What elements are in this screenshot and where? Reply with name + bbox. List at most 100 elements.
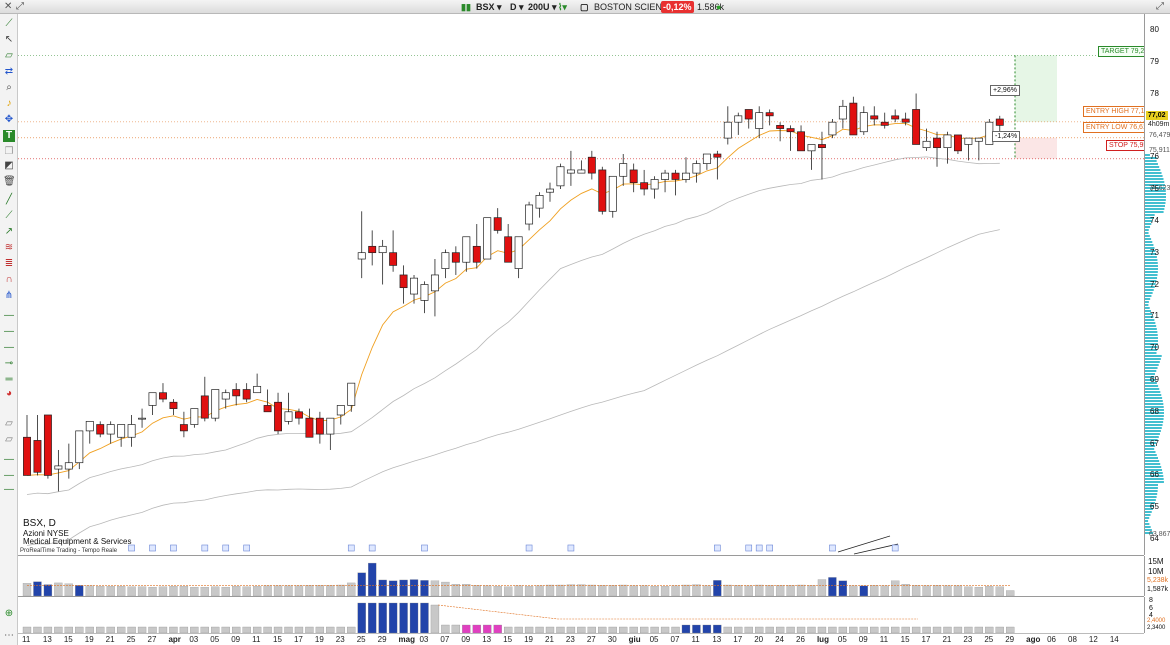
- hline2-icon[interactable]: —: [4, 326, 14, 337]
- ray-icon[interactable]: ⊸: [4, 358, 14, 369]
- volume-bar: [357, 572, 366, 596]
- price-axis[interactable]: 8079787776757473727170696867666564: [1144, 14, 1170, 555]
- panel-divider[interactable]: [18, 555, 1144, 556]
- indicator-bar: [974, 626, 984, 633]
- candle: [713, 153, 722, 158]
- line-tool-icon[interactable]: ╱: [5, 194, 13, 205]
- profile-bar: [1145, 244, 1154, 246]
- event-marker: [222, 544, 230, 552]
- hline4-icon[interactable]: —: [4, 454, 14, 465]
- pitchfork-icon[interactable]: ⋔: [4, 290, 14, 301]
- candle: [608, 175, 617, 212]
- pointer-icon[interactable]: ↖: [4, 34, 14, 45]
- fullscreen-icon[interactable]: ⤢: [1156, 1, 1164, 12]
- expand-icon[interactable]: ⤢: [16, 1, 24, 12]
- profile-bar: [1145, 406, 1164, 408]
- chart-style-icon[interactable]: ⌇▾: [558, 2, 567, 12]
- move-icon[interactable]: ✥: [4, 114, 14, 125]
- volume-bar: [577, 584, 586, 596]
- time-tick: 26: [796, 635, 805, 644]
- entry-low-tag[interactable]: ENTRY LOW 76,61: [1083, 122, 1150, 133]
- trend-line: [837, 535, 891, 553]
- candle: [211, 389, 220, 419]
- time-tick: 11: [691, 635, 700, 644]
- trend-tool-icon[interactable]: ⟋: [5, 18, 13, 29]
- chart-type-icon[interactable]: ▮▮: [461, 2, 471, 12]
- hline-icon[interactable]: —: [4, 310, 14, 321]
- text-tool-icon[interactable]: T: [3, 130, 15, 142]
- ruler3-icon[interactable]: ▱: [5, 434, 13, 445]
- candle: [755, 112, 764, 129]
- close-icon[interactable]: ✕: [4, 1, 13, 12]
- indicator-bar: [524, 626, 534, 633]
- indicator-bar: [901, 626, 910, 633]
- profile-bar: [1145, 223, 1152, 225]
- panel-divider[interactable]: [18, 596, 1144, 597]
- profile-bar: [1145, 439, 1158, 441]
- candle: [901, 118, 910, 123]
- price-tick: 69: [1150, 374, 1159, 384]
- symbol-field[interactable]: BSX ▾: [476, 2, 502, 12]
- ruler-icon[interactable]: ▱: [5, 50, 13, 61]
- candle: [138, 417, 147, 420]
- profile-bar: [1145, 208, 1165, 210]
- volume-bar: [85, 585, 94, 596]
- volume-axis[interactable]: 15M 10M 5,238k 1,587k: [1144, 556, 1170, 596]
- candle: [410, 277, 418, 295]
- time-tick: 27: [147, 635, 157, 644]
- profile-bar: [1145, 334, 1158, 336]
- profile-bar: [1145, 514, 1151, 516]
- ruler2-icon[interactable]: ▱: [5, 418, 13, 429]
- moving-average-mid: [26, 156, 1000, 495]
- arrow-tool-icon[interactable]: ↗: [4, 226, 14, 237]
- profile-bar: [1145, 337, 1158, 339]
- indicator-axis[interactable]: 8 6 4 2,4000 2,3400: [1144, 597, 1170, 633]
- more-icon[interactable]: ⋯: [4, 630, 14, 641]
- profile-bar: [1145, 346, 1158, 348]
- volume-bar: [451, 584, 461, 596]
- profile-bar: [1145, 241, 1153, 243]
- zoom-range-icon[interactable]: ⇄: [4, 66, 14, 77]
- volume-bar: [587, 584, 596, 596]
- time-tick: 12: [1088, 635, 1098, 644]
- indicator-bar: [137, 626, 147, 633]
- hline3-icon[interactable]: —: [4, 342, 14, 353]
- eraser-icon[interactable]: ◩: [4, 160, 14, 171]
- segment-tool-icon[interactable]: ⟋: [5, 210, 13, 221]
- volume-bar: [64, 583, 73, 596]
- fibonacci-icon[interactable]: ≣: [4, 258, 14, 269]
- alert-bell-icon[interactable]: ♪: [6, 98, 12, 109]
- price-tick: 67: [1150, 438, 1159, 448]
- time-tick: 19: [84, 635, 94, 644]
- profile-bar: [1145, 352, 1157, 354]
- channel-tool-icon[interactable]: ≋: [4, 242, 14, 253]
- indicator-tick: 8: [1149, 597, 1153, 604]
- price-chart[interactable]: [18, 14, 1144, 555]
- hline6-icon[interactable]: —: [4, 484, 14, 495]
- magnifier-icon[interactable]: ⌕: [6, 82, 12, 93]
- candle: [284, 411, 293, 422]
- indicator-chart[interactable]: [18, 597, 1144, 633]
- volume-chart[interactable]: [18, 556, 1144, 596]
- info-icon[interactable]: ▢: [580, 2, 589, 12]
- magnet-icon[interactable]: ∩: [5, 274, 13, 285]
- copy-icon[interactable]: ❐: [4, 146, 14, 157]
- time-axis[interactable]: 11 13 15 19 21 25 27 apr 03 05 09 11 15 17 19 23 25 29 mag…: [18, 633, 1144, 645]
- indicator-bar: [713, 624, 722, 633]
- volume-bar: [1006, 590, 1015, 596]
- price-tick: 78: [1150, 88, 1159, 98]
- indicator-add-icon[interactable]: ⊕: [4, 608, 14, 619]
- profile-bar: [1145, 379, 1156, 381]
- level-icon[interactable]: ═: [5, 374, 13, 385]
- bars-field[interactable]: 200U ▾: [528, 2, 557, 12]
- timeframe-field[interactable]: D ▾: [510, 2, 524, 12]
- event-marker: [766, 544, 773, 552]
- trash-icon[interactable]: 🗑: [3, 176, 16, 187]
- entry-high-tag[interactable]: ENTRY HIGH 77,11: [1083, 106, 1151, 117]
- hline5-icon[interactable]: —: [4, 470, 14, 481]
- profile-bar: [1145, 484, 1158, 486]
- candle: [933, 137, 941, 149]
- time-tick: 25: [126, 635, 136, 644]
- volume-bar: [943, 585, 952, 596]
- color-wheel-icon[interactable]: ◕: [5, 388, 13, 399]
